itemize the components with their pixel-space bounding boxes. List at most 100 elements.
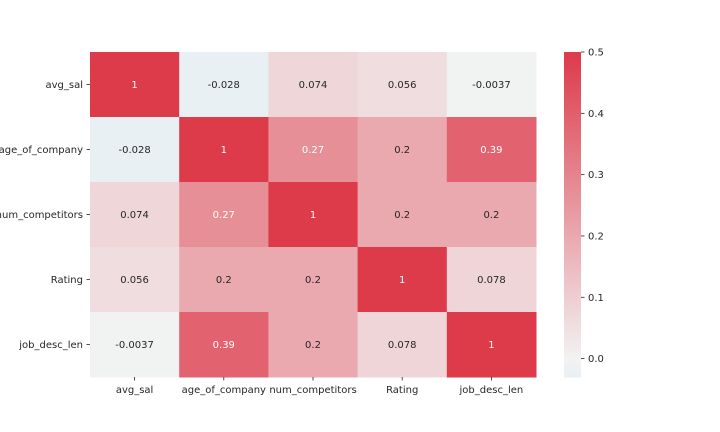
colorbar-segment (564, 102, 581, 106)
colorbar-segment (564, 62, 581, 66)
colorbar-segment (564, 274, 581, 278)
colorbar-segment (564, 209, 581, 213)
colorbar-segment (564, 312, 581, 316)
cell-annotation: 0.2 (394, 210, 410, 221)
x-axis-ticks: avg_sal age_of_company num_competitors Rati… (116, 377, 523, 396)
y-tick-label: job_desc_len (18, 340, 83, 351)
colorbar-segment (564, 59, 581, 63)
colorbar-segment (564, 164, 581, 168)
heatmap-cell (268, 312, 359, 378)
colorbar-segment (564, 359, 581, 363)
colorbar-segment (564, 142, 581, 146)
colorbar-segment (564, 374, 581, 378)
colorbar-segment (564, 69, 581, 73)
colorbar-segment (564, 352, 581, 356)
colorbar-segment (564, 187, 581, 191)
heatmap-cell (179, 117, 269, 183)
colorbar-segment (564, 137, 581, 141)
colorbar-segment (564, 79, 581, 83)
colorbar-segment (564, 227, 581, 231)
cell-annotation: 0.2 (483, 210, 499, 221)
colorbar-segment (564, 122, 581, 126)
colorbar-segment (564, 267, 581, 271)
colorbar-segment (564, 132, 581, 136)
colorbar-segment (564, 222, 581, 226)
cell-annotation: -0.028 (208, 80, 240, 91)
colorbar-segment (564, 347, 581, 351)
colorbar-segment (564, 302, 581, 306)
cell-annotation: 1 (488, 340, 494, 351)
colorbar-segment (564, 127, 581, 131)
colorbar-segment (564, 269, 581, 273)
colorbar-segment (564, 349, 581, 353)
colorbar-segment (564, 297, 581, 301)
y-tick-label: num_competitors (0, 210, 83, 221)
colorbar-segment (564, 182, 581, 186)
colorbar-segment (564, 129, 581, 133)
colorbar-segment (564, 324, 581, 328)
colorbar-segment (564, 169, 581, 173)
colorbar-segment (564, 89, 581, 93)
colorbar-segment (564, 247, 581, 251)
colorbar-segment (564, 282, 581, 286)
colorbar-segment (564, 364, 581, 368)
colorbar-segment (564, 114, 581, 118)
colorbar-segment (564, 162, 581, 166)
colorbar-segment (564, 327, 581, 331)
colorbar-segment (564, 207, 581, 211)
cell-annotation: 1 (131, 80, 137, 91)
cell-annotation: -0.028 (118, 145, 150, 156)
colorbar-segment (564, 317, 581, 321)
colorbar-segment (564, 354, 581, 358)
heatmap-cell (179, 52, 269, 118)
colorbar-segment (564, 174, 581, 178)
x-tick-label: Rating (386, 385, 418, 396)
colorbar-segment (564, 277, 581, 281)
colorbar-segment (564, 52, 581, 56)
colorbar-segment (564, 99, 581, 103)
colorbar-segment (564, 319, 581, 323)
colorbar-tick-label: 0.4 (588, 109, 604, 120)
colorbar-segment (564, 212, 581, 216)
colorbar-segment (564, 294, 581, 298)
cell-annotation: 0.2 (216, 275, 232, 286)
cell-annotation: 0.2 (305, 275, 321, 286)
heatmap-cell (357, 117, 448, 183)
cell-annotation: 1 (399, 275, 405, 286)
colorbar-segment (564, 219, 581, 223)
colorbar-segment (564, 237, 581, 241)
colorbar-segment (564, 287, 581, 291)
colorbar-segment (564, 74, 581, 78)
colorbar-segment (564, 322, 581, 326)
colorbar: 0.0 0.1 0.2 0.3 0.4 0.5 (564, 48, 604, 378)
heatmap-cell (446, 247, 537, 313)
heatmap-cell (446, 117, 537, 183)
colorbar-segment (564, 192, 581, 196)
cell-annotation: 0.2 (305, 340, 321, 351)
colorbar-segment (564, 229, 581, 233)
colorbar-segment (564, 179, 581, 183)
colorbar-segment (564, 259, 581, 263)
colorbar-tick-label: 0.1 (588, 293, 604, 304)
colorbar-segment (564, 224, 581, 228)
colorbar-segment (564, 344, 581, 348)
colorbar-segment (564, 249, 581, 253)
colorbar-segment (564, 117, 581, 121)
colorbar-segment (564, 309, 581, 313)
heatmap-cell (268, 247, 359, 313)
heatmap-cell (268, 117, 359, 183)
heatmap-cell (446, 52, 537, 118)
colorbar-segment (564, 149, 581, 153)
heatmap-annotations: 1 -0.028 0.074 0.056 -0.0037 -0.028 1 0.27 0.2 0.… (115, 80, 510, 351)
x-tick-label: avg_sal (116, 385, 154, 396)
colorbar-segment (564, 64, 581, 68)
colorbar-segment (564, 314, 581, 318)
colorbar-segment (564, 357, 581, 361)
heatmap-cell (90, 117, 180, 183)
colorbar-segment (564, 232, 581, 236)
colorbar-tick-label: 0.3 (588, 170, 604, 181)
colorbar-segment (564, 139, 581, 143)
colorbar-segment (564, 252, 581, 256)
cell-annotation: 0.074 (299, 80, 328, 91)
colorbar-segment (564, 54, 581, 58)
